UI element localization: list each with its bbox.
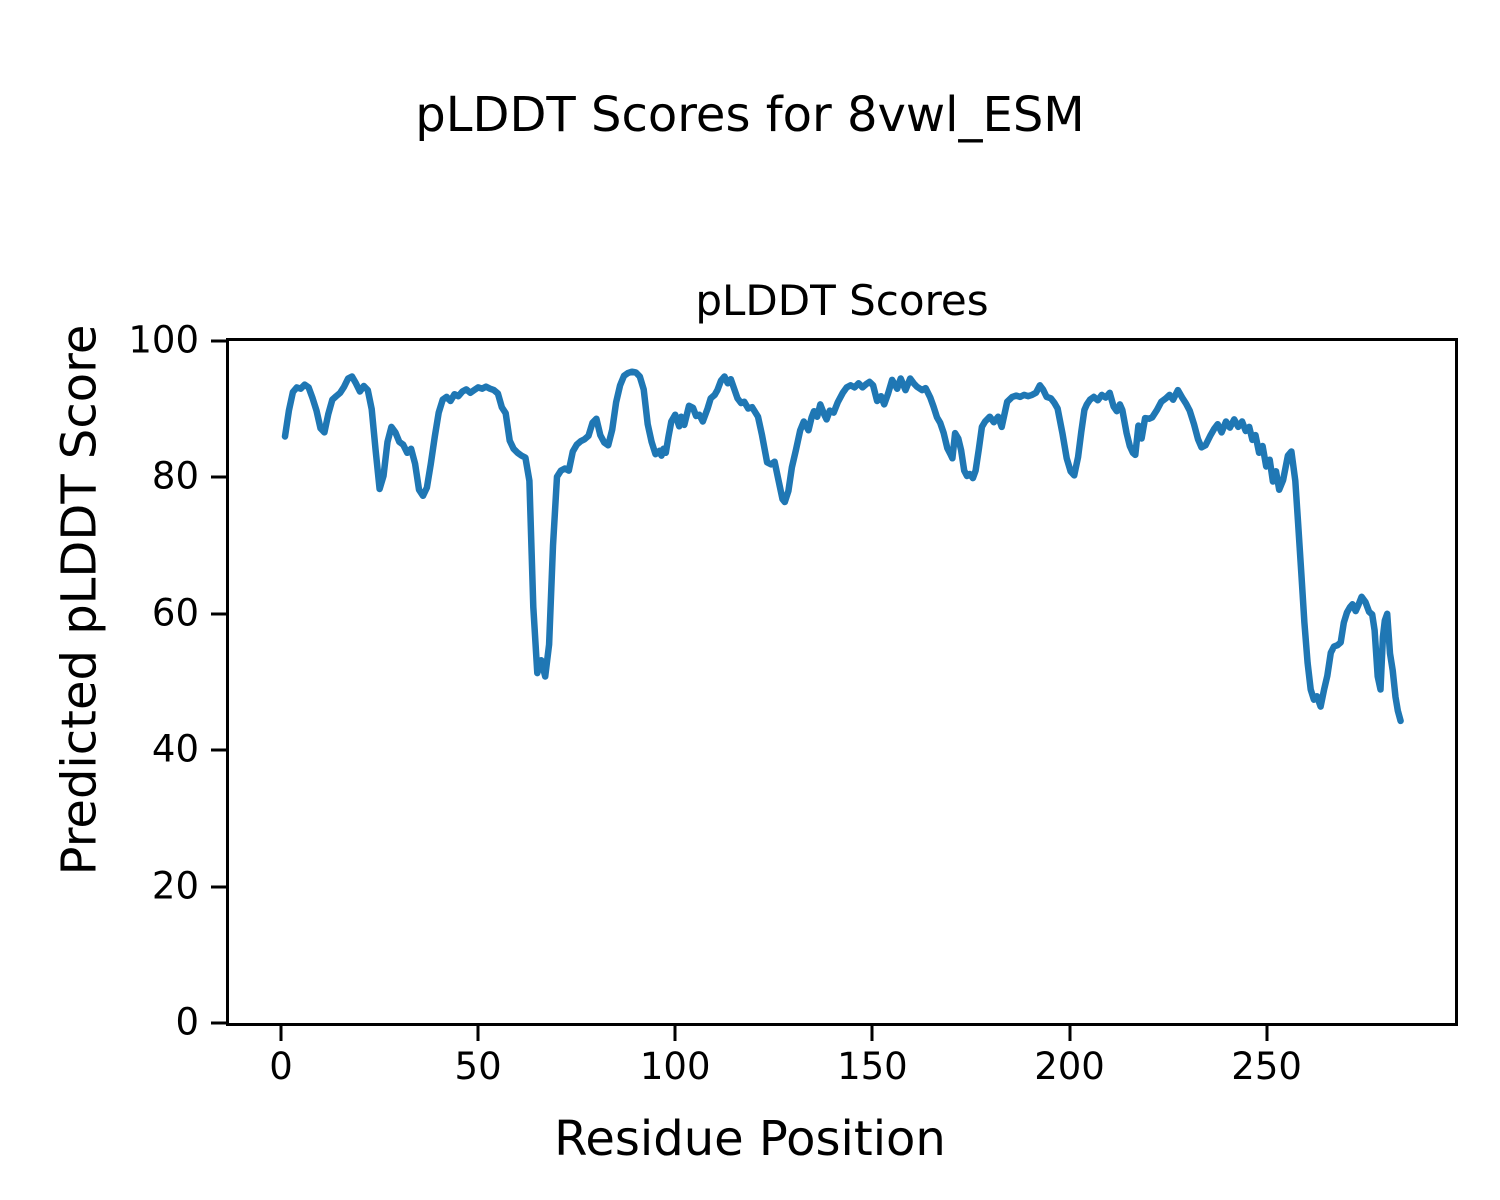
figure-title: pLDDT Scores for 8vwl_ESM [415,87,1085,143]
x-tick-label: 0 [269,1045,293,1088]
x-tick-mark [673,1023,677,1041]
y-tick-mark [211,612,229,616]
x-tick-mark [870,1023,874,1041]
line-plot-canvas [281,368,1404,725]
y-tick-mark [211,475,229,479]
x-tick-label: 200 [1034,1045,1105,1088]
y-tick-label: 100 [128,318,199,362]
y-tick-mark [211,748,229,752]
x-tick-mark [279,1023,283,1041]
y-tick-label: 80 [151,455,199,499]
x-tick-label: 150 [837,1045,908,1088]
y-tick-mark [211,339,229,343]
y-tick-label: 20 [151,864,199,908]
axes-title: pLDDT Scores [695,276,989,325]
x-tick-label: 250 [1231,1045,1302,1088]
y-tick-label: 0 [175,1000,199,1044]
y-tick-mark [211,885,229,889]
y-tick-mark [211,1021,229,1025]
x-tick-mark [1068,1023,1071,1041]
y-tick-label: 60 [151,591,199,635]
x-axis-label: Residue Position [554,1111,946,1167]
x-tick-mark [1265,1023,1269,1041]
y-tick-label: 40 [151,727,199,771]
plddt-line-series [281,368,1404,725]
x-tick-label: 50 [454,1045,502,1088]
y-axis-label: Predicted pLDDT Score [51,324,108,876]
x-tick-label: 100 [639,1045,711,1088]
axes: 0 50 100 150 200 250 0 20 40 60 80 100 [128,320,1458,1087]
x-tick-mark [476,1023,480,1041]
